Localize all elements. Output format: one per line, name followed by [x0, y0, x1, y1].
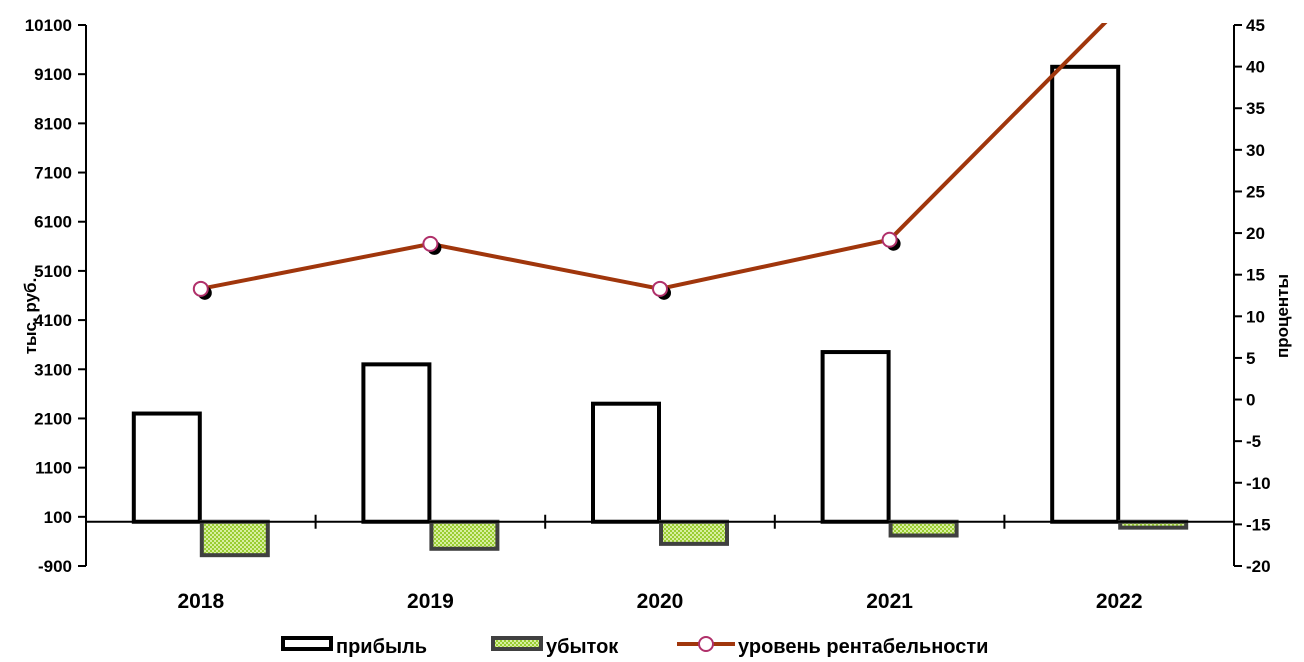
y-left-tick-label: 8100 [34, 114, 72, 133]
bar-profit-2018 [131, 411, 202, 524]
x-tick-label: 2022 [1096, 590, 1143, 613]
y-left-tick-label: -900 [38, 557, 72, 576]
x-tick-label: 2018 [177, 590, 224, 613]
y-left-tick-label: 6100 [34, 213, 72, 232]
y-right-tick-label: -10 [1246, 474, 1271, 493]
legend-swatch-profit [281, 636, 333, 651]
y-right-axis-title: проценты [1273, 274, 1292, 358]
legend: прибыль убыток уровень рентабельности [281, 636, 988, 658]
y-right-tick-label: 30 [1246, 141, 1265, 160]
line-marker-2021 [881, 231, 898, 248]
y-right-tick-label: 0 [1246, 391, 1255, 410]
y-right-tick-label: 40 [1246, 58, 1265, 77]
x-tick-label: 2019 [407, 590, 454, 613]
bar-profit-2019 [361, 362, 432, 524]
legend-label-loss: убыток [546, 636, 619, 658]
x-tick-label: 2021 [866, 590, 913, 613]
bar-loss-2020 [659, 519, 729, 546]
bar-loss-2021 [888, 519, 959, 538]
plot-area: 1010091008100710061005100410031002100110… [25, 16, 1271, 613]
line-marker-2019 [422, 235, 439, 252]
bar-loss-2019 [429, 519, 500, 551]
y-right-tick-label: 45 [1246, 16, 1265, 35]
y-left-tick-label: 4100 [34, 311, 72, 330]
y-right-tick-label: 25 [1246, 182, 1265, 201]
y-right-tick-label: -5 [1246, 432, 1261, 451]
y-right-tick-label: 20 [1246, 224, 1265, 243]
x-tick-label: 2020 [637, 590, 684, 613]
line-profitability [200, 23, 1108, 291]
legend-swatch-loss [491, 636, 543, 651]
y-right-tick-label: 5 [1246, 349, 1255, 368]
y-left-tick-label: 9100 [34, 65, 72, 84]
legend-label-line: уровень рентабельности [738, 636, 988, 658]
y-left-tick-label: 5100 [34, 262, 72, 281]
y-left-tick-label: 1100 [35, 459, 72, 478]
legend-label-profit: прибыль [336, 636, 427, 658]
bar-loss-2018 [199, 519, 270, 558]
y-right-tick-label: 15 [1246, 266, 1265, 285]
y-right-tick-label: 35 [1246, 99, 1265, 118]
y-left-tick-label: 7100 [34, 164, 72, 183]
y-right-tick-label: -20 [1246, 557, 1271, 576]
y-right-tick-label: -15 [1246, 515, 1271, 534]
line-marker-2020 [652, 280, 668, 297]
y-left-tick-label: 2100 [34, 409, 72, 428]
bar-profit-2022 [1050, 64, 1121, 524]
y-left-tick-label: 10100 [25, 16, 72, 35]
line-marker-2018 [192, 280, 209, 297]
y-left-tick-label: 100 [44, 508, 72, 527]
y-left-axis-title: тыс. руб. [21, 278, 40, 355]
legend-swatch-marker [698, 636, 714, 652]
bar-profit-2020 [591, 401, 661, 524]
bar-profit-2021 [820, 350, 891, 524]
y-left-tick-label: 3100 [34, 360, 72, 379]
y-right-tick-label: 10 [1246, 307, 1265, 326]
